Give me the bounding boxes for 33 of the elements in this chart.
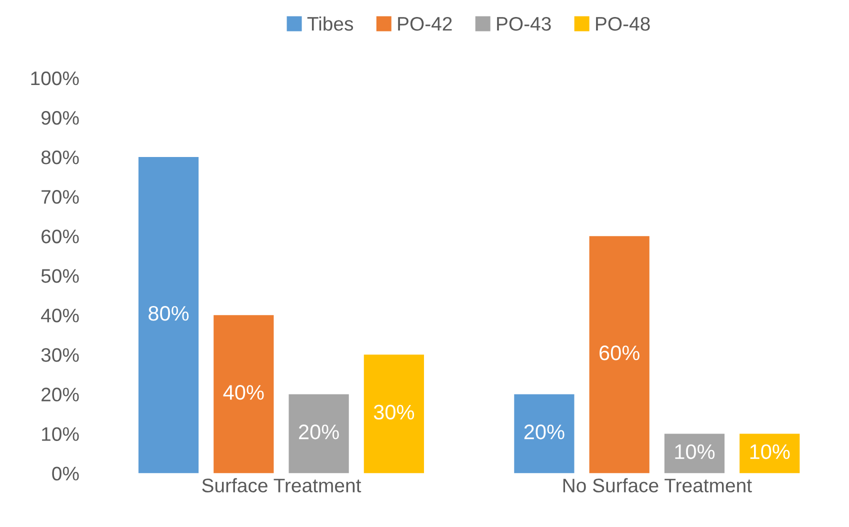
- data-label: 10%: [750, 444, 790, 460]
- y-tick-label: 90%: [41, 110, 79, 125]
- data-label: 20%: [299, 424, 339, 440]
- bar: [138, 157, 199, 474]
- legend-label: PO-43: [497, 16, 551, 31]
- data-label: 60%: [600, 346, 640, 360]
- y-tick-label: 40%: [41, 308, 79, 322]
- x-tick-label: Surface Treatment: [202, 478, 362, 492]
- bar: [214, 315, 274, 474]
- y-tick-label: 10%: [42, 427, 79, 441]
- x-tick-label: No Surface Treatment: [563, 478, 752, 492]
- bar: [364, 354, 424, 474]
- bar: [740, 434, 800, 474]
- bar: [664, 434, 725, 474]
- data-label: 30%: [374, 404, 414, 420]
- legend-label: Tibes: [307, 16, 354, 31]
- data-label: 80%: [148, 306, 189, 321]
- y-tick-label: 100%: [31, 71, 79, 86]
- y-tick-label: 80%: [41, 150, 79, 164]
- legend-label: PO-42: [398, 16, 452, 31]
- y-tick-label: 50%: [41, 269, 79, 283]
- y-tick-label: 20%: [42, 388, 79, 402]
- data-label: 40%: [223, 385, 264, 400]
- data-label: 20%: [524, 424, 564, 440]
- y-tick-label: 70%: [42, 190, 79, 204]
- bar: [589, 236, 650, 474]
- legend-label: PO-48: [596, 16, 650, 31]
- y-tick-label: 0%: [52, 466, 79, 480]
- y-tick-label: 60%: [42, 230, 79, 244]
- bar: [514, 394, 574, 474]
- bar: [288, 394, 349, 474]
- y-tick-label: 30%: [41, 348, 79, 362]
- data-label: 10%: [675, 444, 715, 460]
